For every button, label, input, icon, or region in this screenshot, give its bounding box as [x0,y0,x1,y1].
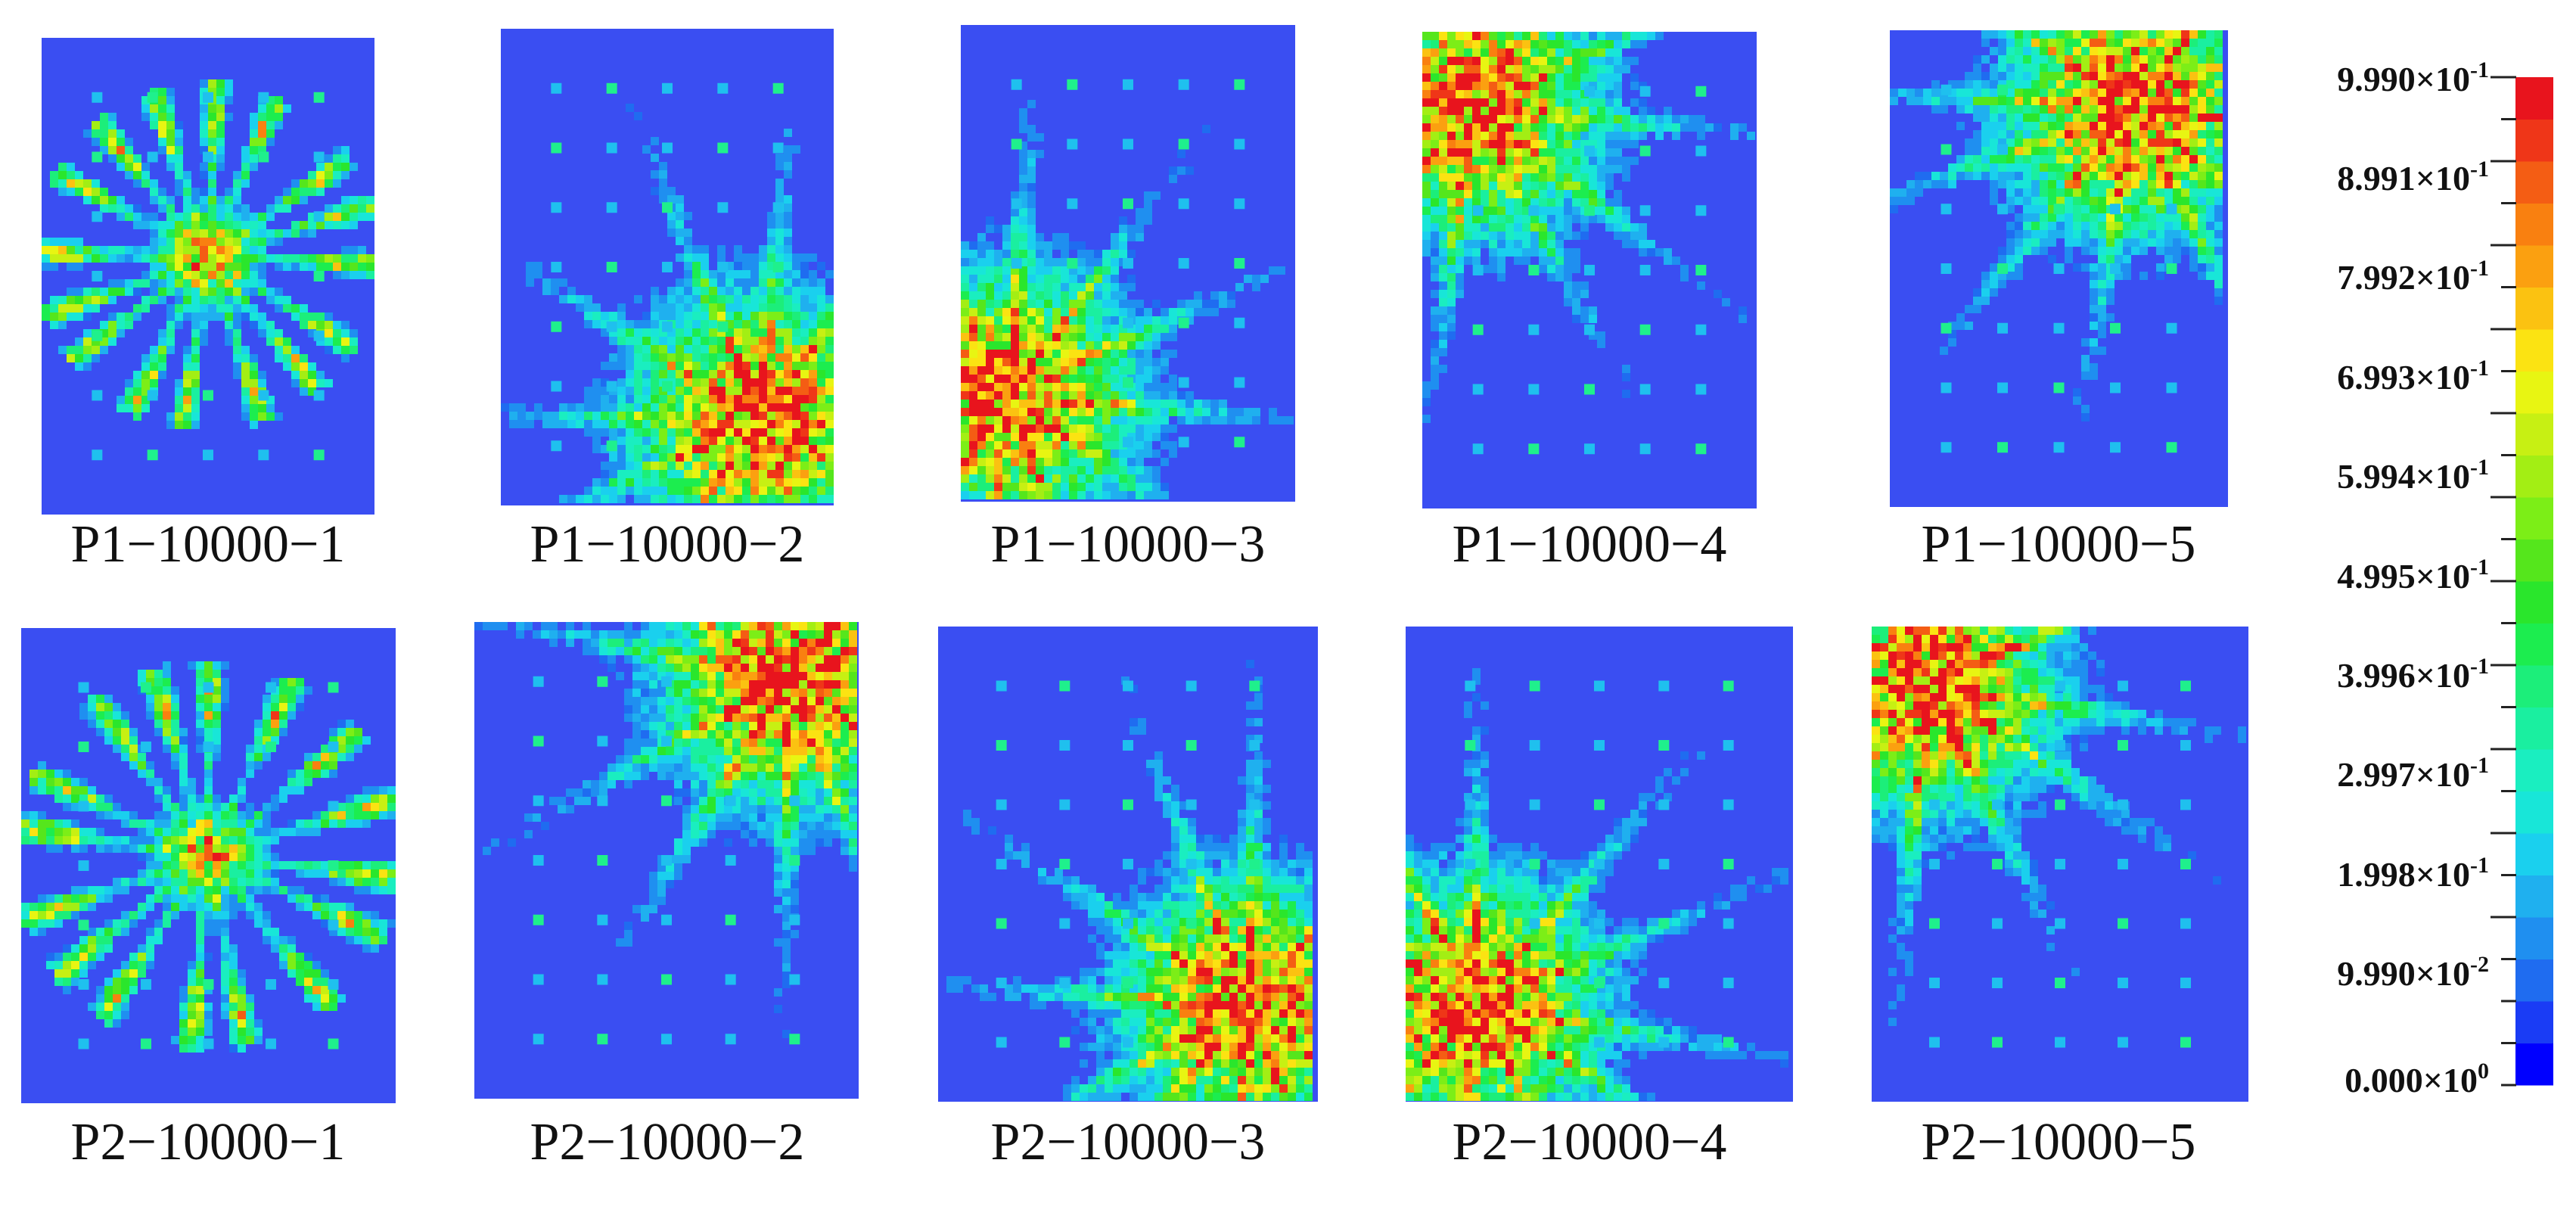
damage-field [961,100,1294,499]
color-scale-segment [2515,371,2553,414]
panel-label: P2−10000−2 [530,1113,805,1171]
color-scale-label: 4.995×10-1 [2337,554,2489,596]
color-scale-label: 1.998×10-1 [2337,852,2489,894]
contour-panel-3 [961,25,1295,502]
contour-plot [961,25,1295,502]
color-scale-segment [2515,203,2553,246]
color-scale-segment [2515,245,2553,288]
color-scale-label: 2.997×10-1 [2337,753,2489,795]
damage-field [42,79,374,429]
panel-label: P1−10000−4 [1452,515,1727,574]
color-scale-segment [2515,413,2553,456]
contour-panel-6 [21,628,396,1103]
damage-field [21,661,396,1053]
contour-panel-9 [1406,627,1793,1102]
contour-panel-10 [1872,627,2248,1102]
grid-markers [1465,680,1734,1048]
color-scale-segment [2515,119,2553,162]
damage-field [501,104,834,503]
color-scale-segment [2515,665,2553,707]
color-scale-segment [2515,749,2553,791]
grid-markers [1929,680,2191,1048]
damage-field [474,622,857,1038]
grid-markers [1011,79,1245,448]
panel-label: P1−10000−3 [990,515,1266,574]
panel-label: P1−10000−1 [70,515,346,574]
color-scale-segment [2515,581,2553,623]
color-scale-label: 9.990×10-1 [2337,57,2489,98]
grid-markers [78,682,339,1050]
contour-plot [1422,32,1757,508]
contour-plot [1872,627,2248,1102]
grid-markers [551,82,784,452]
color-scale-label: 7.992×10-1 [2337,256,2489,297]
color-scale-segment [2515,497,2553,540]
color-scale-label: 8.991×10-1 [2337,157,2489,198]
damage-field [1422,32,1755,423]
contour-plot [1406,627,1793,1102]
color-scale-segment [2515,959,2553,1002]
color-scale-bar [2515,77,2553,1086]
color-scale-segment [2515,917,2553,959]
panel-label: P2−10000−3 [990,1113,1266,1171]
contour-plot [938,627,1318,1102]
contour-plot [1890,30,2228,507]
color-scale-segment [2515,623,2553,666]
panel-label: P1−10000−2 [530,515,805,574]
panel-label: P2−10000−1 [70,1113,346,1171]
contour-panel-5 [1890,30,2228,507]
color-scale-label: 6.993×10-1 [2337,355,2489,396]
color-scale-segment [2515,1043,2553,1086]
panel-label: P2−10000−4 [1452,1113,1727,1171]
color-scale-segment [2515,77,2553,120]
color-scale-segment [2515,875,2553,918]
color-scale-segment [2515,455,2553,498]
contour-plot [21,628,396,1103]
panel-label: P1−10000−5 [1921,515,2196,574]
contour-plot [501,29,834,505]
color-scale-segment [2515,329,2553,372]
contour-plot [42,38,374,515]
grid-markers [92,92,325,461]
color-scale-label: 5.994×10-1 [2337,455,2489,496]
color-scale-segment [2515,791,2553,834]
grid-markers [1941,84,2177,453]
color-scale-label: 9.990×10-2 [2337,951,2489,993]
color-scale-segment [2515,1001,2553,1043]
color-scale-ticks [2491,76,2516,1087]
color-scale-segment [2515,287,2553,330]
contour-panel-4 [1422,32,1757,508]
grid-markers [996,680,1260,1048]
color-scale-segment [2515,707,2553,750]
grid-markers [1472,86,1707,455]
color-scale-segment [2515,833,2553,875]
color-scale-label: 0.000×100 [2345,1059,2489,1099]
contour-panel-8 [938,627,1318,1102]
damage-field [1890,30,2223,421]
damage-field [946,660,1313,1101]
grid-markers [533,676,800,1045]
contour-panel-2 [501,29,834,505]
color-scale-segment [2515,161,2553,204]
panel-label: P2−10000−5 [1921,1113,2196,1171]
damage-field [1406,668,1788,1101]
contour-panel-7 [474,622,859,1099]
contour-plot [474,622,859,1099]
color-scale-segment [2515,539,2553,582]
contour-panel-1 [42,38,374,515]
color-scale-label: 3.996×10-1 [2337,653,2489,695]
